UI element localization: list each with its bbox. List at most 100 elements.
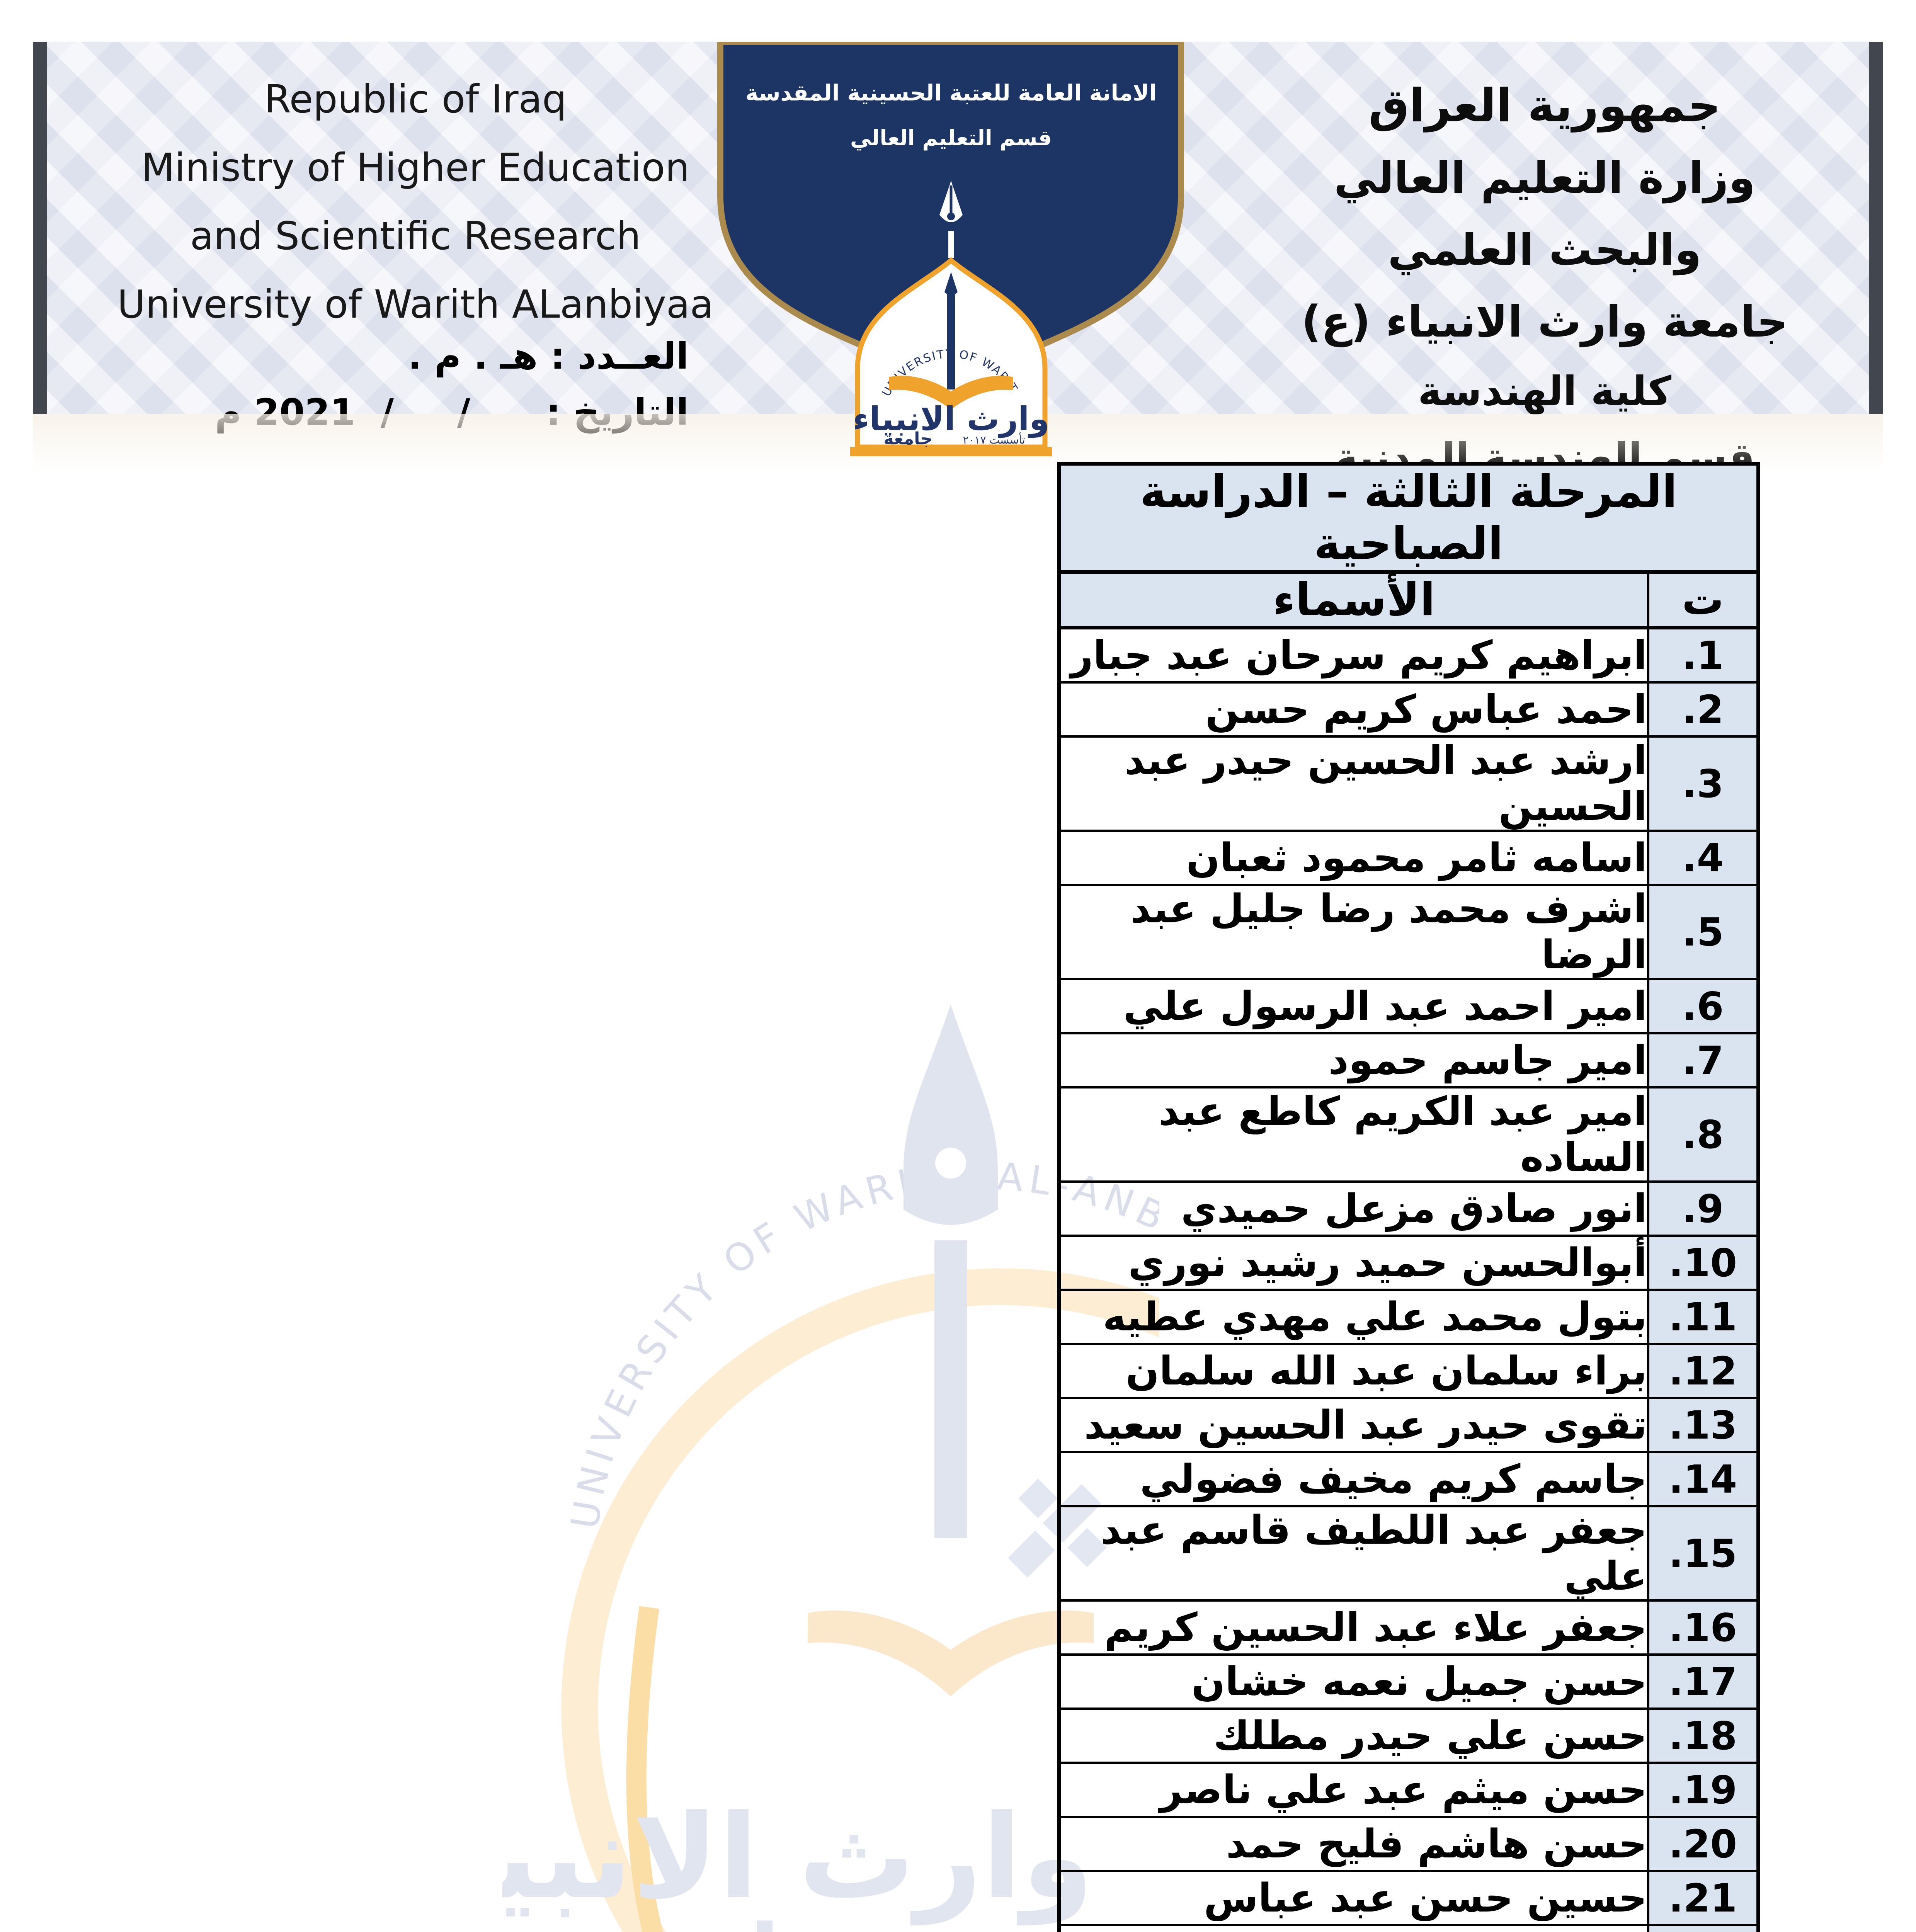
table-row: 15. جعفر عبد اللطيف قاسم عبد علي bbox=[1058, 1505, 1759, 1602]
row-serial: 10. bbox=[1647, 1235, 1759, 1291]
table-row: 22.حسين عامر حميد جواد bbox=[1058, 1924, 1759, 1932]
logo-university-word: جامعة bbox=[884, 429, 933, 449]
minaret-icon bbox=[947, 289, 955, 389]
table-row: 9. انور صادق مزعل حميدي bbox=[1058, 1180, 1759, 1237]
row-serial: 11. bbox=[1647, 1289, 1759, 1345]
table-row: 10. أبوالحسن حميد رشيد نوري bbox=[1058, 1235, 1759, 1291]
row-serial: 4. bbox=[1647, 830, 1759, 886]
serial-column-header: ت bbox=[1647, 570, 1759, 629]
row-serial: 16. bbox=[1647, 1599, 1759, 1656]
watermark-pen-icon bbox=[904, 1005, 998, 1538]
row-serial: 19. bbox=[1647, 1762, 1759, 1818]
row-serial: 21. bbox=[1647, 1870, 1759, 1926]
table-row: 8. امير عبد الكريم كاطع عبد الساده bbox=[1058, 1086, 1759, 1183]
table-row: 7. امير جاسم حمود bbox=[1058, 1032, 1759, 1088]
table-row: 21. حسين حسن عبد عباس bbox=[1058, 1870, 1759, 1926]
row-serial: 6. bbox=[1647, 978, 1759, 1034]
table-row: 3. ارشد عبد الحسين حيدر عبد الحسين bbox=[1058, 735, 1759, 832]
table-row: 16. جعفر علاء عبد الحسين كريم bbox=[1058, 1599, 1759, 1656]
arabic-line: جمهورية العراق bbox=[1368, 79, 1721, 132]
row-student-name: اسامه ثامر محمود ثعبان bbox=[1058, 830, 1649, 886]
header-right-bar bbox=[1869, 42, 1883, 414]
row-student-name: امير عبد الكريم كاطع عبد الساده bbox=[1058, 1086, 1649, 1183]
table-row: 5. اشرف محمد رضا جليل عبد الرضا bbox=[1058, 884, 1759, 980]
row-student-name: أبوالحسن حميد رشيد نوري bbox=[1058, 1235, 1649, 1291]
table-title-row: المرحلة الثالثة – الدراسة الصباحية bbox=[1057, 462, 1760, 574]
row-student-name: جاسم كريم مخيف فضولي bbox=[1058, 1451, 1649, 1507]
row-serial: 1. bbox=[1647, 626, 1759, 684]
ministry-english-block: Republic of Iraq Ministry of Higher Educ… bbox=[114, 65, 717, 338]
table-title: المرحلة الثالثة – الدراسة الصباحية bbox=[1057, 462, 1760, 574]
row-serial: 14. bbox=[1647, 1451, 1759, 1507]
logo-founded-text: تأسست ٢٠١٧ bbox=[963, 432, 1025, 446]
table-row: 2. احمد عباس كريم حسن bbox=[1058, 681, 1759, 738]
row-serial: 8. bbox=[1647, 1086, 1759, 1183]
row-serial: 7. bbox=[1647, 1032, 1759, 1088]
students-tbody: 1. ابراهيم كريم سرحان عبد جبار 2. احمد عباس… bbox=[1058, 626, 1759, 1932]
authority-name-text: الامانة العامة للعتبة الحسينية المقدسة bbox=[745, 80, 1157, 106]
row-serial: 2. bbox=[1647, 681, 1759, 738]
row-serial: 3. bbox=[1647, 735, 1759, 832]
logo-arabic-name: وارث الانبياء bbox=[853, 400, 1050, 438]
row-student-name: اشرف محمد رضا جليل عبد الرضا bbox=[1058, 884, 1649, 980]
table-row: 19. حسن ميثم عبد علي ناصر bbox=[1058, 1762, 1759, 1818]
row-serial: 12. bbox=[1647, 1343, 1759, 1399]
row-student-name: حسن ميثم عبد علي ناصر bbox=[1058, 1762, 1649, 1818]
row-student-name: امير احمد عبد الرسول علي bbox=[1058, 978, 1649, 1034]
row-serial: 13. bbox=[1647, 1397, 1759, 1453]
row-serial: 22. bbox=[1647, 1924, 1759, 1932]
higher-education-dept-text: قسم التعليم العالي bbox=[850, 126, 1052, 151]
row-student-name: حسن هاشم فليح حمد bbox=[1058, 1816, 1649, 1872]
arabic-line: جامعة وارث الانبياء (ع) bbox=[1301, 297, 1788, 347]
row-student-name: براء سلمان عبد الله سلمان bbox=[1058, 1343, 1649, 1399]
row-student-name: بتول محمد علي مهدي عطيه bbox=[1058, 1289, 1649, 1345]
english-line: and Scientific Research bbox=[190, 213, 641, 259]
row-student-name: جعفر علاء عبد الحسين كريم bbox=[1058, 1599, 1649, 1656]
watermark-university-word: جامعة bbox=[590, 1906, 847, 1932]
table-row: 1. ابراهيم كريم سرحان عبد جبار bbox=[1058, 626, 1759, 684]
row-student-name: ابراهيم كريم سرحان عبد جبار bbox=[1058, 626, 1649, 684]
row-student-name: حسن جميل نعمه خشان bbox=[1058, 1653, 1649, 1710]
row-student-name: امير جاسم حمود bbox=[1058, 1032, 1649, 1088]
row-serial: 9. bbox=[1647, 1180, 1759, 1237]
logo-base-bar bbox=[850, 447, 1052, 456]
table-row: 12. براء سلمان عبد الله سلمان bbox=[1058, 1343, 1759, 1399]
watermark-calligraphy: وارث الانبياء bbox=[502, 1790, 1094, 1926]
students-table: المرحلة الثالثة – الدراسة الصباحية ت الأ… bbox=[1057, 462, 1760, 1932]
arabic-line: وزارة التعليم العالي والبحث العلمي bbox=[1334, 153, 1756, 275]
row-student-name: حسين عامر حميد جواد bbox=[1058, 1924, 1649, 1932]
row-student-name: احمد عباس كريم حسن bbox=[1058, 681, 1649, 738]
table-row: 20. حسن هاشم فليح حمد bbox=[1058, 1816, 1759, 1872]
table-row: 4. اسامه ثامر محمود ثعبان bbox=[1058, 830, 1759, 886]
row-student-name: ارشد عبد الحسين حيدر عبد الحسين bbox=[1058, 735, 1649, 832]
names-column-header: الأسماء bbox=[1058, 570, 1649, 629]
row-student-name: جعفر عبد اللطيف قاسم عبد علي bbox=[1058, 1505, 1649, 1602]
table-row: 18. حسن علي حيدر مطلك bbox=[1058, 1708, 1759, 1764]
table-row: 6. امير احمد عبد الرسول علي bbox=[1058, 978, 1759, 1034]
english-line: Ministry of Higher Education bbox=[141, 145, 690, 190]
students-table-wrapper: المرحلة الثالثة – الدراسة الصباحية ت الأ… bbox=[1057, 462, 1760, 1932]
table-header-row: ت الأسماء bbox=[1058, 570, 1759, 629]
header-left-bar bbox=[33, 42, 47, 414]
row-student-name: انور صادق مزعل حميدي bbox=[1058, 1180, 1649, 1237]
table-row: 14. جاسم كريم مخيف فضولي bbox=[1058, 1451, 1759, 1507]
row-serial: 18. bbox=[1647, 1708, 1759, 1764]
row-serial: 17. bbox=[1647, 1653, 1759, 1710]
row-student-name: حسن علي حيدر مطلك bbox=[1058, 1708, 1649, 1764]
pen-icon bbox=[939, 181, 963, 258]
university-emblem: الامانة العامة للعتبة الحسينية المقدسة ق… bbox=[715, 42, 1184, 456]
watermark-book-icon bbox=[808, 1610, 1094, 1696]
row-student-name: تقوى حيدر عبد الحسين سعيد bbox=[1058, 1397, 1649, 1453]
table-row: 13. تقوى حيدر عبد الحسين سعيد bbox=[1058, 1397, 1759, 1453]
arabic-line: كلية الهندسة bbox=[1418, 367, 1671, 415]
document-number-line: العــدد : هـ . م . bbox=[408, 335, 689, 378]
row-serial: 15. bbox=[1647, 1505, 1759, 1602]
row-serial: 5. bbox=[1647, 884, 1759, 980]
row-student-name: حسين حسن عبد عباس bbox=[1058, 1870, 1649, 1926]
english-line: Republic of Iraq bbox=[264, 77, 567, 122]
table-row: 17. حسن جميل نعمه خشان bbox=[1058, 1653, 1759, 1710]
table-row: 11. بتول محمد علي مهدي عطيه bbox=[1058, 1289, 1759, 1345]
open-book-icon bbox=[889, 376, 1013, 410]
row-serial: 20. bbox=[1647, 1816, 1759, 1872]
